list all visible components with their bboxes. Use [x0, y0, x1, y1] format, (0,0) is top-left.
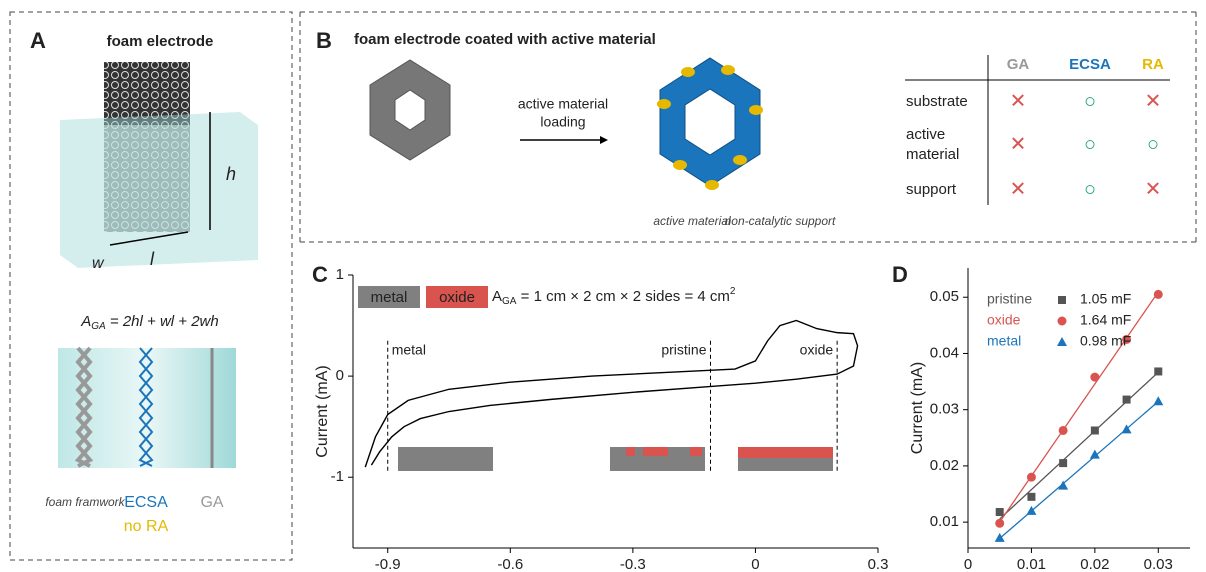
dim-label: h	[226, 164, 236, 184]
panel-letter: D	[892, 262, 908, 287]
formula: AGA = 2hl + wl + 2wh	[80, 313, 218, 332]
callout: active material	[653, 214, 731, 228]
x-tick-label: 0	[751, 556, 759, 572]
point	[1153, 396, 1163, 405]
annotation: AGA = 1 cm × 2 cm × 2 sides = 4 cm2	[492, 286, 736, 307]
point	[1091, 426, 1099, 434]
table-cell: ○	[1084, 133, 1096, 155]
x-tick-label: 0.01	[1017, 556, 1046, 572]
y-tick-label: -1	[331, 468, 344, 485]
immersed-foam	[104, 125, 190, 232]
point	[1058, 481, 1068, 490]
x-tick-label: 0.02	[1080, 556, 1109, 572]
point	[1154, 290, 1163, 299]
marker-label: pristine	[661, 342, 706, 358]
x-tick-label: -0.6	[497, 556, 523, 572]
point	[995, 533, 1005, 542]
arrow-label: loading	[540, 114, 585, 130]
y-axis-label: Current (mA)	[314, 365, 331, 457]
figure: A foam electrode h l w AGA = 2hl + wl + …	[0, 0, 1206, 572]
legend-fit: 0.98 mF	[1080, 333, 1131, 349]
point	[1090, 450, 1100, 459]
formula-part: A	[80, 313, 91, 330]
legend-label: metal	[371, 289, 408, 306]
formula-part: = 2hl + wl + 2wh	[106, 313, 219, 330]
annotation-part: A	[492, 288, 502, 305]
table-cell: ○	[1084, 90, 1096, 112]
row-label: support	[906, 181, 957, 198]
x-tick-label: 0.03	[1144, 556, 1173, 572]
table-header: ECSA	[1069, 56, 1111, 73]
legend-name: metal	[987, 333, 1021, 349]
fit-line	[1000, 292, 1159, 522]
label: GA	[200, 494, 223, 511]
panel-title: foam electrode coated with active materi…	[354, 31, 656, 48]
y-tick-label: 0.05	[930, 288, 959, 305]
point	[1154, 367, 1162, 375]
y-tick-label: 0.02	[930, 457, 959, 474]
legend-name: oxide	[987, 312, 1021, 328]
point	[1059, 426, 1068, 435]
legend-name: pristine	[987, 291, 1032, 307]
label: foam framwork	[45, 495, 125, 509]
table-cell: ○	[1147, 133, 1159, 155]
fit-line	[1000, 372, 1159, 519]
fit-line	[1000, 401, 1159, 538]
y-tick-label: 0	[336, 367, 344, 384]
row-label: material	[906, 146, 959, 163]
table-cell: ✕	[1010, 90, 1027, 112]
annotation-part: 2	[730, 286, 736, 297]
composition-bars	[398, 447, 833, 471]
y-tick-label: 0.01	[930, 513, 959, 530]
panel-letter: A	[30, 28, 46, 53]
point	[1059, 459, 1067, 467]
arrow-label: active material	[518, 96, 608, 112]
cv-curve	[365, 321, 857, 468]
table-header: GA	[1007, 56, 1030, 73]
point	[995, 519, 1004, 528]
annotation-part: GA	[502, 296, 517, 307]
marker-label: oxide	[800, 342, 834, 358]
formula-part: GA	[91, 321, 106, 332]
row-label: substrate	[906, 93, 968, 110]
y-tick-label: 0.03	[930, 401, 959, 418]
panel-letter: C	[312, 262, 328, 287]
table-cell: ✕	[1010, 133, 1027, 155]
x-tick-label: 0.3	[868, 556, 889, 572]
table-cell: ✕	[1010, 178, 1027, 200]
x-tick-label: -0.9	[375, 556, 401, 572]
point	[1027, 493, 1035, 501]
point	[996, 508, 1004, 516]
substrate-hex	[370, 60, 450, 160]
point	[1123, 396, 1131, 404]
table: GA ECSA RA substrate ✕ ○ ✕ active material ✕ ○ ○ sup…	[906, 56, 1164, 200]
annotation-part: = 1 cm × 2 cm × 2 sides = 4 cm	[516, 288, 729, 305]
dim-label: w	[92, 255, 105, 272]
callout: non-catalytic support	[725, 214, 836, 228]
legend-marker	[1058, 317, 1067, 326]
y-tick-label: 1	[336, 266, 344, 283]
table-header: RA	[1142, 56, 1164, 73]
table-cell: ○	[1084, 178, 1096, 200]
y-axis-label: Current (mA)	[909, 362, 926, 454]
label: no RA	[124, 518, 169, 535]
panel-letter: B	[316, 28, 332, 53]
x-tick-label: 0	[964, 556, 972, 572]
point	[1090, 373, 1099, 382]
point	[1027, 473, 1036, 482]
x-tick-label: -0.3	[620, 556, 646, 572]
legend-fit: 1.05 mF	[1080, 291, 1131, 307]
arrowhead	[600, 136, 608, 144]
legend-fit: 1.64 mF	[1080, 312, 1131, 328]
table-cell: ✕	[1145, 178, 1162, 200]
table-cell: ✕	[1145, 90, 1162, 112]
panel-title: foam electrode	[107, 33, 214, 50]
row-label: active	[906, 126, 945, 143]
y-tick-label: 0.04	[930, 344, 959, 361]
legend-label: oxide	[439, 289, 475, 306]
legend-marker	[1057, 337, 1067, 346]
label: ECSA	[124, 494, 168, 511]
marker-label: metal	[392, 342, 426, 358]
legend-marker	[1058, 296, 1066, 304]
